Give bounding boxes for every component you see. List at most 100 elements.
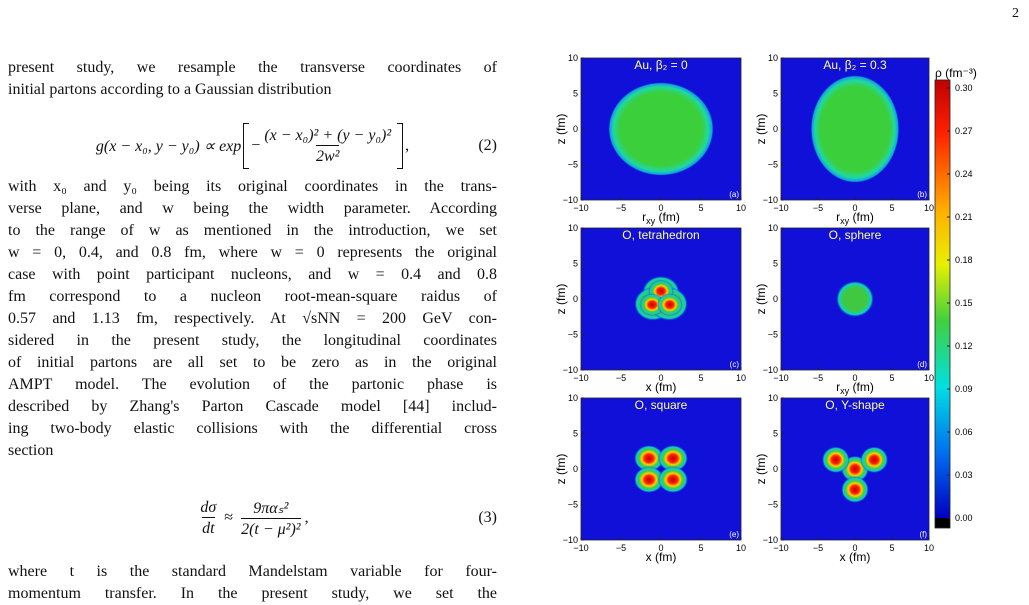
x-tick-label: −10	[773, 373, 788, 383]
y-tick-label: 0	[773, 294, 778, 304]
heatmap	[633, 444, 689, 494]
text-line: to the range of w as mentioned in the in…	[8, 222, 497, 239]
y-tick-label: −5	[768, 330, 778, 340]
y-tick-label: 0	[573, 294, 578, 304]
x-tick-label: 5	[698, 543, 703, 553]
colorbar-tick-label: 0.30	[955, 83, 973, 93]
y-tick-label: 10	[768, 393, 778, 403]
density-blob	[821, 446, 850, 474]
x-axis-label: rxy (fm)	[642, 210, 680, 226]
colorbar-tick-label: 0.18	[955, 255, 973, 265]
x-tick-label: 10	[924, 373, 934, 383]
x-tick-label: −5	[616, 373, 626, 383]
numerator: 9παₛ²	[253, 499, 289, 517]
fraction: 9παₛ² 2(t − μ²)²	[241, 498, 301, 539]
text-line: of initial partons are all set to be zer…	[8, 354, 497, 371]
fraction: (x − x₀)² + (y − y₀)² 2w²	[264, 127, 391, 166]
panel-tag: (a)	[729, 190, 739, 199]
x-tick-label: −10	[773, 203, 788, 213]
x-axis-label: rxy (fm)	[836, 210, 874, 226]
x-tick-label: 5	[698, 203, 703, 213]
y-tick-label: −10	[763, 195, 778, 205]
equation: dσ dt ≈ 9παₛ² 2(t − μ²)² , (3)	[8, 495, 497, 541]
denominator: 2w²	[315, 144, 340, 166]
y-tick-label: 0	[573, 464, 578, 474]
x-label-text: x (fm)	[646, 380, 677, 394]
heatmap	[810, 75, 900, 183]
denominator: dt	[202, 516, 215, 538]
colorbar-tick-label: 0.15	[955, 298, 973, 308]
y-axis-label: z (fm)	[554, 114, 568, 145]
x-tick-label: 0	[852, 203, 857, 213]
y-tick-label: −10	[763, 365, 778, 375]
text-line: case with point participant nucleons, an…	[8, 266, 497, 283]
y-axis-label: z (fm)	[554, 454, 568, 485]
panel-title: O, tetrahedron	[622, 228, 699, 242]
colorbar-tick-label: 0.03	[955, 470, 973, 480]
x-label-text: r	[836, 380, 840, 394]
colorbar-tick-label: 0.00	[955, 513, 973, 523]
bracket	[243, 123, 250, 169]
numerator: (x − x₀)² + (y − y₀)²	[264, 126, 392, 144]
y-tick-label: 10	[768, 53, 778, 63]
x-tick-label: 10	[924, 543, 934, 553]
y-tick-label: 5	[773, 259, 778, 269]
x-tick-label: 10	[736, 203, 746, 213]
panel-tag: (d)	[917, 360, 927, 369]
y-tick-label: −10	[563, 535, 578, 545]
x-label-sub: xy	[840, 216, 850, 226]
y-tick-label: −5	[568, 500, 578, 510]
colorbar-tick-label: 0.06	[955, 427, 973, 437]
text-line: initial partons according to a Gaussian …	[8, 81, 332, 98]
panel-title: O, Y-shape	[825, 398, 885, 412]
y-axis-label: z (fm)	[554, 284, 568, 315]
text-line: momentum transfer. In the present study,…	[8, 585, 497, 602]
x-tick-label: −10	[573, 543, 588, 553]
x-label-unit: (fm)	[849, 210, 874, 224]
y-tick-label: 5	[573, 259, 578, 269]
colorbar-frame	[934, 79, 951, 529]
y-tick-label: 10	[568, 53, 578, 63]
x-label-text: x (fm)	[646, 550, 677, 564]
text-line: fm correspond to a nucleon root-mean-squ…	[8, 288, 497, 305]
density-blob	[657, 293, 683, 317]
x-tick-label: 5	[889, 543, 894, 553]
y-axis-label: z (fm)	[754, 284, 768, 315]
x-tick-label: 10	[736, 543, 746, 553]
x-tick-label: −5	[813, 203, 823, 213]
x-axis-label: x (fm)	[646, 380, 677, 394]
x-tick-label: −5	[813, 373, 823, 383]
panel-title: O, square	[635, 398, 688, 412]
density-blob	[639, 293, 665, 317]
heatmap-background	[581, 398, 741, 540]
x-tick-label: −5	[813, 543, 823, 553]
colorbar-tick-label: 0.21	[955, 212, 973, 222]
colorbar-label: ρ (fm⁻³)	[935, 66, 977, 80]
heatmap	[608, 82, 714, 176]
y-tick-label: −10	[563, 365, 578, 375]
y-axis-label: z (fm)	[754, 454, 768, 485]
x-tick-label: 0	[658, 373, 663, 383]
y-tick-label: 10	[568, 393, 578, 403]
y-tick-label: −5	[768, 160, 778, 170]
x-tick-label: 10	[924, 203, 934, 213]
heatmap	[821, 446, 889, 504]
density-blob	[633, 466, 665, 494]
density-blob	[835, 280, 875, 318]
y-tick-label: 5	[573, 429, 578, 439]
panel-title: Au, β₂ = 0	[634, 58, 688, 72]
density-blob	[860, 446, 889, 474]
colorbar-tick-label: 0.12	[955, 341, 973, 351]
text-line: 0.57 and 1.13 fm, respectively. At √sNN …	[8, 310, 497, 327]
density-blob	[657, 444, 689, 472]
panel-tag: (c)	[730, 360, 740, 369]
x-tick-label: −10	[773, 543, 788, 553]
x-label-text: r	[642, 210, 646, 224]
y-tick-label: −5	[568, 330, 578, 340]
density-blob	[608, 82, 714, 176]
x-label-unit: (fm)	[849, 380, 874, 394]
fraction: dσ dt	[200, 499, 216, 538]
colorbar-tick-label: 0.24	[955, 169, 973, 179]
